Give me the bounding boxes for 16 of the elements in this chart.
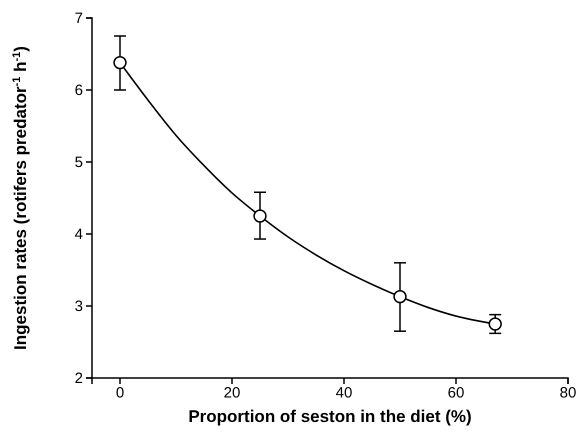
y-tick-label: 6 (74, 82, 83, 99)
point (488, 317, 502, 331)
x-tick-label: 20 (224, 384, 240, 402)
x-axis-title: Proportion of seston in the diet (%) (188, 407, 472, 426)
x-tick-label: 0 (116, 384, 124, 402)
point (393, 290, 407, 304)
x-tick-label: 60 (448, 384, 464, 402)
y-tick-label: 2 (74, 370, 83, 387)
point (113, 56, 127, 70)
x-tick-label: 80 (560, 384, 576, 402)
y-tick-label: 5 (74, 154, 83, 171)
y-tick-label: 3 (74, 298, 83, 315)
x-tick-label: 40 (336, 384, 352, 402)
point (253, 209, 267, 223)
y-tick-label: 4 (74, 226, 83, 243)
y-tick-label: 7 (74, 10, 83, 27)
